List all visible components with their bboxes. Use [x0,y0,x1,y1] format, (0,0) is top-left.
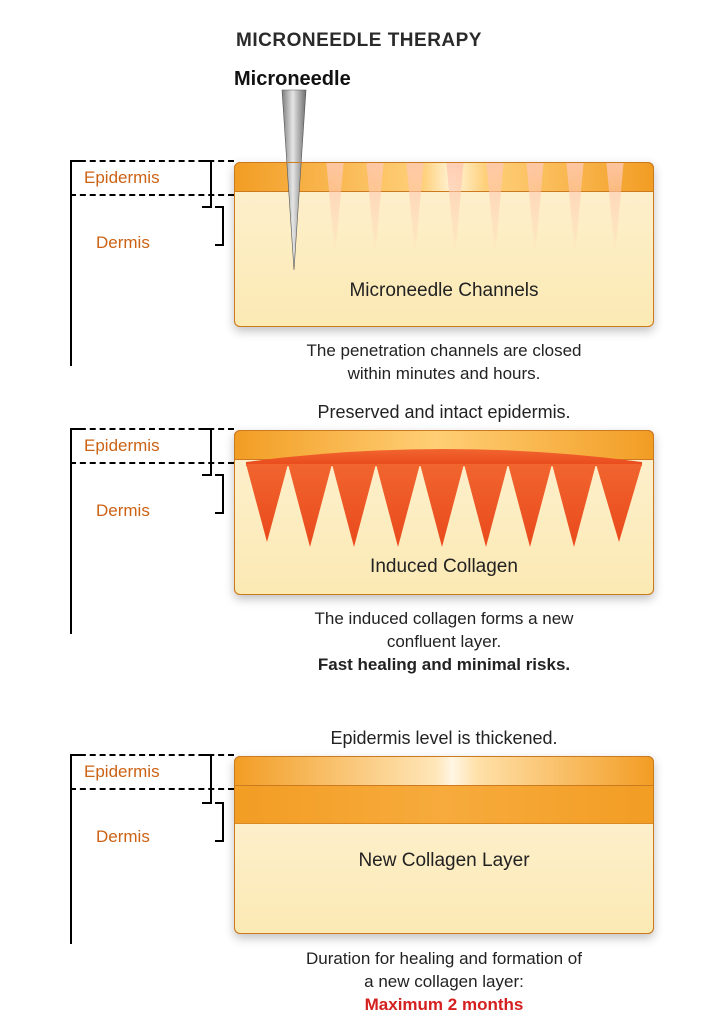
page-title: MICRONEEDLE THERAPY [0,30,718,52]
panel-1: Microneedle Epidermis Dermis [0,68,718,368]
collagen-band [234,786,654,824]
caption-1: The penetration channels are closed with… [234,340,654,386]
label-epidermis-2: Epidermis [84,436,160,456]
skin-block-3: New Collagen Layer [234,756,654,934]
skin-block-1: Microneedle Channels [234,162,654,327]
skin-block-2: Induced Collagen [234,430,654,595]
label-dermis-1: Dermis [96,233,150,253]
label-dermis-3: Dermis [96,827,150,847]
above-label-2: Preserved and intact epidermis. [234,402,654,423]
epidermis-3 [234,756,654,786]
caption-3: Duration for healing and formation of a … [234,948,654,1017]
inner-label-2: Induced Collagen [234,556,654,578]
label-epidermis-3: Epidermis [84,762,160,782]
microneedle-label: Microneedle [234,68,351,91]
label-dermis-2: Dermis [96,501,150,521]
inner-label-3: New Collagen Layer [234,850,654,872]
label-epidermis-1: Epidermis [84,168,160,188]
caption-2: The induced collagen forms a new conflue… [234,608,654,677]
dermis-3 [234,824,654,934]
channels-icon [234,162,654,327]
above-label-3: Epidermis level is thickened. [234,728,654,749]
panel-3: Epidermis level is thickened. Epidermis … [0,726,718,1026]
panel-2: Preserved and intact epidermis. Epidermi… [0,400,718,700]
collagen-icon [234,442,654,562]
inner-label-1: Microneedle Channels [234,280,654,302]
